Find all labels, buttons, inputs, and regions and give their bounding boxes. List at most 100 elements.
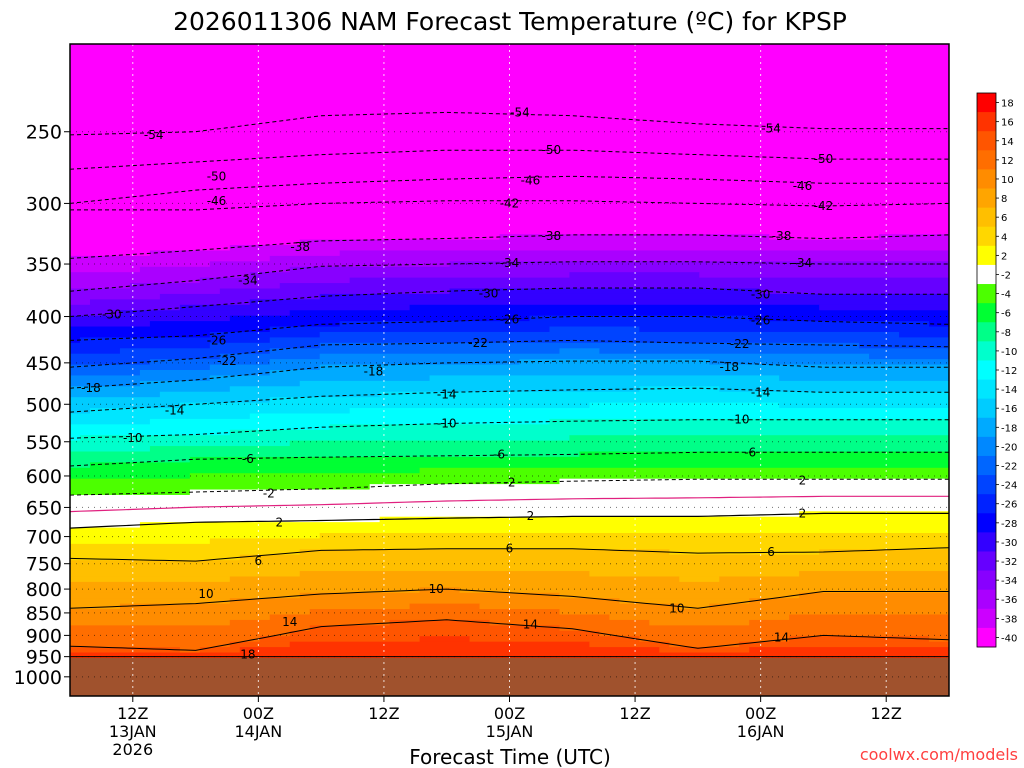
contour-label: -30: [479, 286, 499, 300]
contour-label: -42: [814, 199, 834, 213]
colorbar-swatch: [977, 284, 996, 304]
colorbar-swatch: [977, 322, 996, 342]
x-tick-label: 13JAN: [109, 722, 157, 741]
temperature-cell: [70, 538, 211, 545]
temperature-cell: [70, 370, 141, 377]
temperature-cell: [609, 614, 790, 621]
temperature-cell: [189, 489, 949, 496]
temperature-cell: [70, 484, 371, 491]
contour-label: -18: [364, 364, 384, 378]
temperature-cell: [319, 331, 900, 338]
temperature-cell: [429, 375, 780, 382]
temperature-cell: [779, 402, 949, 409]
contour-label: 6: [767, 545, 775, 559]
temperature-cell: [70, 277, 201, 284]
temperature-cell: [569, 435, 949, 442]
colorbar-swatch: [977, 455, 996, 476]
contour-label: -22: [730, 337, 750, 351]
temperature-cell: [70, 413, 251, 420]
temperature-cell: [819, 304, 949, 311]
temperature-cell: [70, 212, 949, 219]
colorbar-label: -32: [1001, 557, 1017, 568]
contour-label: -14: [751, 385, 771, 399]
contour-label: 18: [240, 648, 255, 662]
temperature-cell: [799, 511, 949, 518]
temperature-cell: [199, 277, 351, 284]
temperature-cell: [70, 76, 949, 83]
temperature-cell: [379, 516, 949, 523]
temperature-cell: [389, 619, 491, 626]
temperature-cell: [70, 321, 151, 328]
temperature-cell: [70, 424, 331, 431]
temperature-cell: [559, 592, 800, 599]
temperature-cell: [89, 462, 949, 469]
colorbar-swatch: [977, 226, 996, 247]
temperature-cell: [70, 44, 949, 51]
temperature-cell: [779, 375, 949, 382]
temperature-cell: [219, 288, 451, 295]
temperature-cell: [70, 272, 251, 279]
temperature-cell: [369, 484, 949, 491]
colorbar-swatch: [977, 360, 996, 380]
temperature-cell: [319, 353, 870, 360]
temperature-cell: [70, 505, 949, 512]
contour-label: 14: [282, 615, 297, 629]
temperature-cell: [319, 364, 949, 371]
isotherm-line: [70, 547, 949, 562]
temperature-cell: [149, 418, 551, 425]
temperature-cell: [679, 576, 720, 583]
temperature-cell: [299, 380, 949, 387]
temperature-cell: [559, 348, 600, 355]
temperature-cell: [70, 217, 949, 224]
y-tick-label: 350: [26, 254, 62, 276]
colorbar-label: 6: [1001, 213, 1007, 224]
temperature-cell: [70, 391, 161, 398]
colorbar-label: -2: [1001, 270, 1011, 281]
temperature-cell: [419, 636, 471, 643]
y-tick-label: 850: [26, 603, 62, 625]
temperature-cell: [799, 592, 949, 599]
contour-label: -54: [144, 128, 164, 142]
contour-label: -26: [207, 333, 227, 347]
temperature-cell: [719, 576, 949, 583]
y-tick-label: 500: [26, 394, 62, 416]
temperature-cell: [549, 326, 640, 333]
colorbar-swatch: [977, 264, 996, 285]
temperature-cell: [70, 92, 949, 99]
temperature-cell: [70, 87, 949, 94]
temperature-cell: [289, 641, 591, 648]
colorbar-swatch: [977, 494, 996, 514]
temperature-cell: [749, 315, 949, 322]
y-tick-label: 800: [26, 579, 62, 601]
temperature-cell: [459, 587, 949, 594]
temperature-cell: [79, 435, 571, 442]
contour-label: -14: [165, 404, 185, 418]
temperature-cell: [70, 163, 949, 170]
x-tick-label: 00Z: [745, 704, 776, 723]
temperature-cell: [139, 266, 291, 273]
y-tick-label: 550: [26, 432, 62, 454]
temperature-cell: [70, 549, 301, 556]
contour-label: -10: [437, 416, 457, 430]
temperature-cell: [229, 576, 680, 583]
temperature-cell: [209, 364, 321, 371]
temperature-cell: [479, 603, 680, 610]
temperature-cell: [559, 625, 949, 632]
temperature-cell: [70, 456, 191, 463]
temperature-cell: [70, 98, 949, 105]
temperature-cell: [339, 321, 930, 328]
temperature-cell: [70, 331, 211, 338]
temperature-cell: [229, 315, 531, 322]
colorbar-label: -12: [1001, 366, 1017, 377]
temperature-cell: [269, 255, 949, 262]
temperature-cell: [70, 511, 800, 518]
isotherm-line: [70, 261, 949, 292]
contour-label: -26: [751, 313, 771, 327]
temperature-cell: [639, 386, 720, 393]
temperature-cell: [349, 277, 949, 284]
temperature-cell: [119, 603, 411, 610]
temperature-cell: [119, 348, 271, 355]
temperature-cell: [119, 310, 291, 317]
